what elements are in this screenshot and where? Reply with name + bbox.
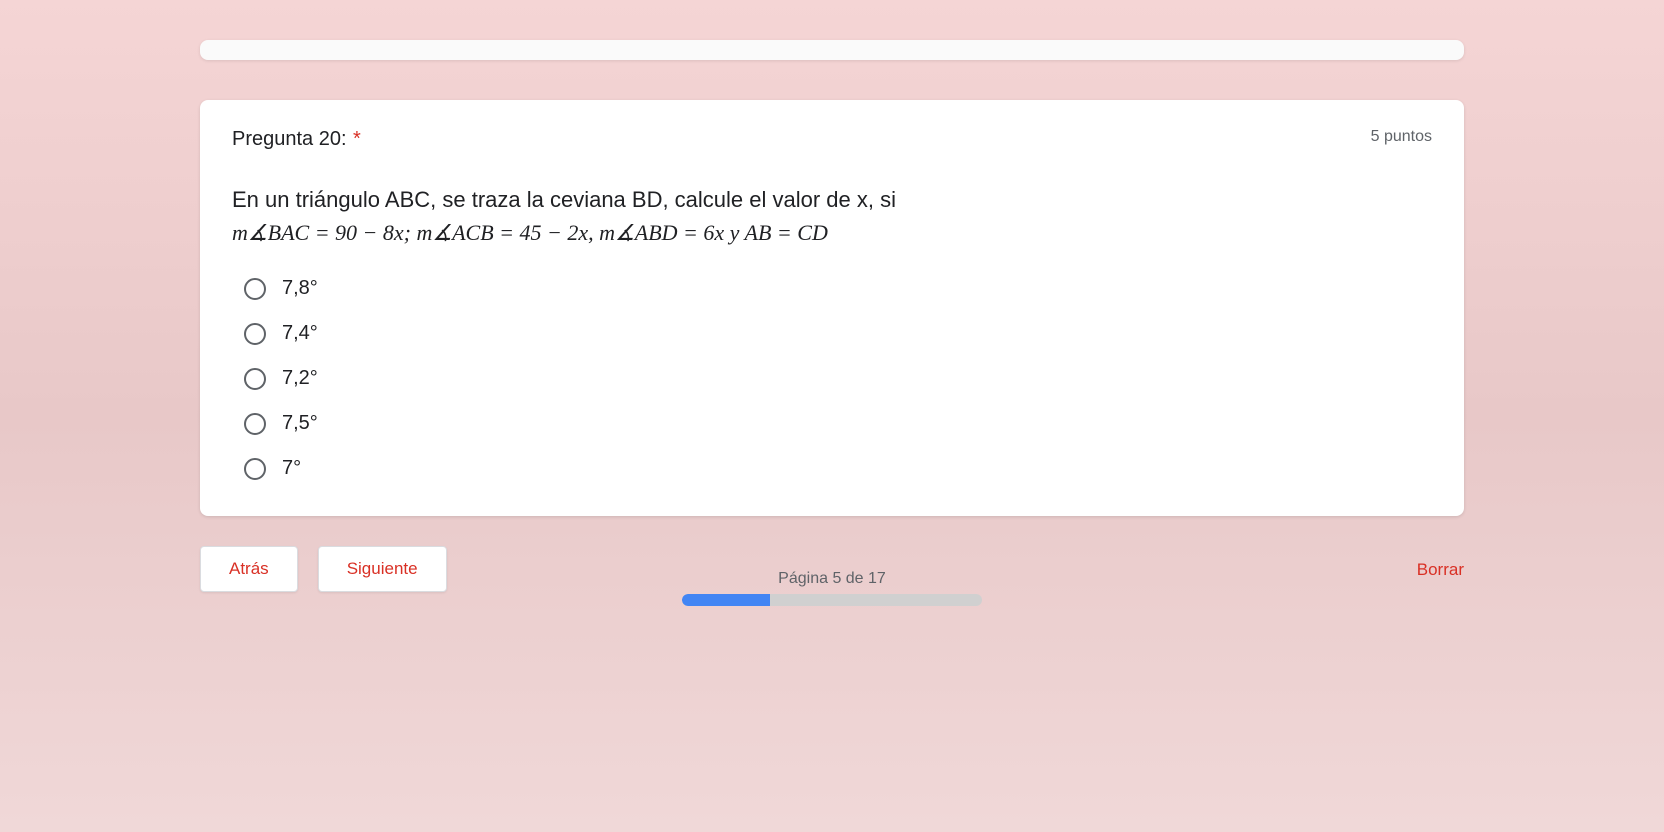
option-5[interactable]: 7°: [244, 457, 1432, 480]
question-text-line1: En un triángulo ABC, se traza la ceviana…: [232, 183, 1432, 216]
progress-bar: [682, 594, 982, 606]
option-3[interactable]: 7,2°: [244, 367, 1432, 390]
question-points: 5 puntos: [1371, 128, 1432, 146]
option-4[interactable]: 7,5°: [244, 412, 1432, 435]
option-label: 7,5°: [282, 412, 318, 435]
progress-fill: [682, 594, 770, 606]
option-label: 7,8°: [282, 277, 318, 300]
previous-card-edge: [200, 40, 1464, 60]
clear-button[interactable]: Borrar: [1417, 548, 1464, 592]
next-button[interactable]: Siguiente: [318, 546, 447, 592]
option-label: 7,4°: [282, 322, 318, 345]
option-label: 7°: [282, 457, 301, 480]
option-1[interactable]: 7,8°: [244, 277, 1432, 300]
question-number: Pregunta 20:: [232, 128, 347, 150]
option-label: 7,2°: [282, 367, 318, 390]
question-text: En un triángulo ABC, se traza la ceviana…: [232, 183, 1432, 249]
option-2[interactable]: 7,4°: [244, 322, 1432, 345]
question-label-container: Pregunta 20: *: [232, 128, 361, 151]
nav-buttons-group: Atrás Siguiente: [200, 546, 447, 592]
radio-icon: [244, 278, 266, 300]
question-text-line2: m∡BAC = 90 − 8x; m∡ACB = 45 − 2x, m∡ABD …: [232, 216, 1432, 249]
page-indicator: Página 5 de 17: [778, 570, 886, 588]
radio-icon: [244, 323, 266, 345]
radio-icon: [244, 413, 266, 435]
question-header: Pregunta 20: * 5 puntos: [232, 128, 1432, 151]
required-indicator: *: [353, 128, 361, 150]
options-list: 7,8° 7,4° 7,2° 7,5° 7°: [232, 277, 1432, 480]
back-button[interactable]: Atrás: [200, 546, 298, 592]
radio-icon: [244, 458, 266, 480]
radio-icon: [244, 368, 266, 390]
question-card: Pregunta 20: * 5 puntos En un triángulo …: [200, 100, 1464, 516]
progress-section: Página 5 de 17: [682, 570, 982, 606]
